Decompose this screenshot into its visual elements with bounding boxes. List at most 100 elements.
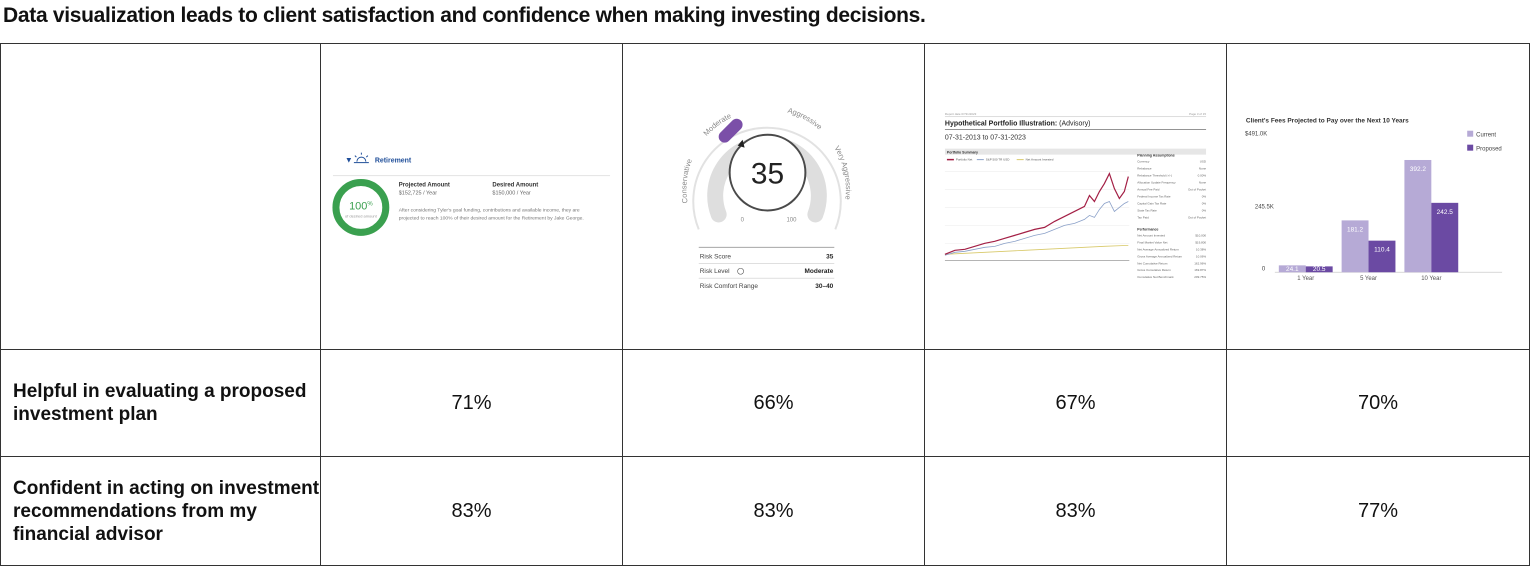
performance-value: 10.06% [1196, 254, 1206, 258]
gauge-arc-labels: Conservative [679, 158, 693, 204]
performance-value: 162.96% [1194, 261, 1206, 265]
bar-proposed-2 [1431, 202, 1459, 273]
legend-proposed: Proposed [1476, 147, 1502, 153]
performance-value: 10.38% [1196, 247, 1206, 251]
fees-chart-title: Client's Fees Projected to Pay over the … [1246, 118, 1409, 125]
performance-label: Final Market Value Net [1137, 240, 1167, 244]
page-number: Page 3 of 15 [1189, 112, 1206, 116]
bar-proposed-0 [1305, 266, 1333, 273]
row-label-helpful: Helpful in evaluating a proposed investm… [0, 349, 321, 457]
goal-percent-caption: of desired amount [345, 213, 378, 218]
desired-label: Desired Amount [492, 183, 538, 189]
scale-max: 100 [786, 217, 797, 223]
portfolio-net-line [944, 172, 1129, 255]
score-dial [728, 133, 807, 212]
performance-title: Performance [1137, 227, 1158, 231]
bar-value-label: 392.2 [1410, 166, 1427, 173]
assumption-value: USD [1200, 160, 1207, 164]
value-cell: 70% [1226, 349, 1530, 457]
value-cell: 83% [622, 456, 925, 566]
info-icon[interactable] [737, 267, 744, 275]
bar-current-0 [1278, 265, 1306, 273]
performance-label: Gross Average Annualized Return [1137, 254, 1182, 258]
survey-row-helpful: Helpful in evaluating a proposed investm… [0, 349, 1530, 457]
assumption-label: Allocation Update Frequency [1137, 181, 1176, 185]
survey-row-confident: Confident in acting on investment recomm… [0, 456, 1530, 566]
performance-list: Net Amount Invested $10,000 Final Market V… [1137, 233, 1206, 279]
risk-gauge-visual: Conservative Moderate Aggressive Very Ag… [679, 106, 853, 291]
value-cell: 71% [320, 349, 623, 457]
goal-note-line1: After considering Tyler's goal funding, … [399, 207, 580, 213]
report-date: Report date 07/31/2023 [945, 112, 977, 116]
performance-value: $19,800 [1195, 240, 1206, 244]
visuals-row: ▼ Retirement 100% of desired amount Proj… [0, 43, 1530, 350]
survey-table: ▼ Retirement 100% of desired amount Proj… [0, 43, 1530, 566]
gauge-pointer-icon [737, 139, 745, 148]
goal-visual-cell: ▼ Retirement 100% of desired amount Proj… [320, 43, 623, 350]
fees-bars: 24.1 20.5 1 Year 181.2 110.4 5 Year 392.2 242.5… [1278, 159, 1459, 282]
illustration-visual-cell: Report date 07/31/2023 Page 3 of 15 Hypo… [924, 43, 1227, 350]
portfolio-summary-label: Portfolio Summary [947, 151, 978, 155]
legend-net-invested: Net Amount Invested [1026, 158, 1054, 162]
desired-value: $150,000 / Year [492, 191, 530, 197]
legend-current: Current [1476, 133, 1496, 139]
value-cell: 66% [622, 349, 925, 457]
performance-value: $10,000 [1195, 233, 1206, 237]
portfolio-illustration-visual: Report date 07/31/2023 Page 3 of 15 Hypo… [944, 112, 1207, 279]
scale-min: 0 [741, 217, 745, 223]
risk-row-value: Moderate [805, 268, 834, 275]
risk-visual-cell: Conservative Moderate Aggressive Very Ag… [622, 43, 925, 350]
assumptions-title: Planning Assumptions [1137, 154, 1175, 158]
assumption-value: Out of Pocket [1188, 188, 1206, 192]
assumption-label: Currency [1137, 160, 1150, 164]
performance-label: Gross Cumulative Return [1137, 268, 1171, 272]
performance-label: Net Average Annualized Return [1137, 247, 1179, 251]
risk-row-label: Risk Comfort Range [700, 283, 759, 290]
benchmark-line [944, 200, 1129, 256]
fees-visual-cell: Client's Fees Projected to Pay over the … [1226, 43, 1530, 350]
legend-portfolio-net: Portfolio Net [956, 158, 973, 162]
performance-value: 169.87% [1194, 268, 1206, 272]
y-tick-label: 245.5K [1255, 204, 1274, 210]
assumption-value: 0% [1202, 201, 1207, 205]
bar-value-label: 24.1 [1286, 266, 1299, 273]
goal-progress-visual: ▼ Retirement 100% of desired amount Proj… [332, 152, 611, 236]
risk-row-value: 35 [826, 253, 834, 260]
chart-gridlines [944, 171, 1130, 244]
value-cell: 83% [320, 456, 623, 566]
assumption-value: 0% [1202, 208, 1207, 212]
performance-value: 209.75% [1194, 275, 1206, 279]
y-tick-label: $491.0K [1245, 132, 1267, 138]
risk-row-label: Risk Level [700, 268, 730, 275]
page-heading: Data visualization leads to client satis… [3, 4, 926, 27]
goal-section-label: Retirement [375, 158, 412, 165]
x-category-label: 1 Year [1297, 276, 1314, 282]
legend-sp500: S&P 500 TR USD [986, 158, 1010, 162]
illustration-title: Hypothetical Portfolio Illustration: (Ad… [945, 121, 1091, 128]
bar-value-label: 110.4 [1374, 247, 1390, 254]
assumption-label: Annual Fee Paid [1137, 188, 1159, 192]
assumption-label: Federal Income Tax Rate [1137, 194, 1171, 198]
net-invested-line [944, 244, 1129, 255]
collapse-arrow-icon: ▼ [345, 156, 353, 165]
projected-label: Projected Amount [399, 183, 450, 189]
assumption-label: Capital Gain Tax Rate [1137, 201, 1166, 205]
bar-value-label: 20.5 [1313, 266, 1326, 273]
risk-score-display: 35 [751, 158, 784, 191]
bar-value-label: 242.5 [1437, 209, 1454, 216]
value-cell: 83% [924, 456, 1227, 566]
svg-text:Aggressive: Aggressive [787, 106, 824, 132]
assumption-label: Rebalance [1137, 167, 1152, 171]
row-label-confident: Confident in acting on investment recomm… [0, 456, 321, 566]
y-tick-label: 0 [1262, 266, 1266, 272]
bar-current-1 [1341, 220, 1369, 273]
goal-percent: 100% [349, 200, 373, 212]
value-cell: 77% [1226, 456, 1530, 566]
risk-row-label: Risk Score [700, 253, 732, 260]
performance-label: Net Cumulative Return [1137, 261, 1168, 265]
assumption-value: Out of Pocket [1188, 215, 1206, 219]
assumption-value: 0.00% [1198, 174, 1207, 178]
projected-value: $152,725 / Year [399, 191, 437, 197]
assumption-value: 0% [1202, 194, 1207, 198]
legend-proposed-swatch [1467, 144, 1474, 151]
